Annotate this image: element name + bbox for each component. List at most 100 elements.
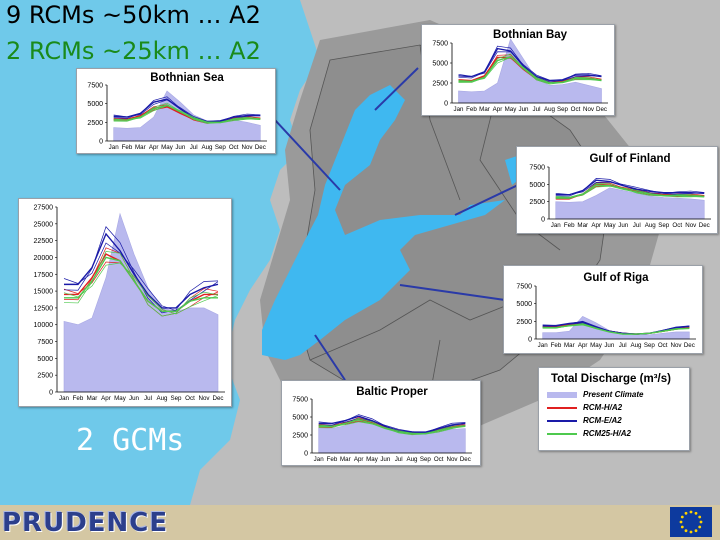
x-tick-label: Jan	[454, 106, 465, 113]
x-tick-label: Jan	[538, 342, 549, 349]
chart-bothnian-sea: Bothnian Sea 7500 5000 2500 0 Jan Feb Mar Apr May…	[87, 72, 267, 151]
x-tick-label: Apr	[149, 144, 159, 151]
x-tick-label: Jun	[519, 106, 530, 113]
y-tick-label: 2500	[529, 199, 545, 206]
chart-gulf-of-finland: Gulf of Finland 7500 5000 2500 0 Jan Feb Mar Apr…	[529, 153, 711, 229]
x-tick-label: May	[604, 222, 617, 229]
x-tick-label: Oct	[672, 222, 682, 229]
legend-item: RCM-E/A2	[539, 415, 689, 426]
x-tick-label: Apr	[493, 106, 503, 113]
y-tick-label: 27500	[34, 205, 54, 212]
x-tick-label: Dec	[212, 395, 223, 402]
x-tick-label: Aug	[406, 456, 418, 463]
series-line-rcm-e-a2	[318, 414, 466, 434]
x-tick-label: Feb	[327, 456, 338, 463]
connector-bothnian-sea	[274, 119, 341, 191]
y-tick-label: 5000	[292, 415, 308, 422]
y-tick-label: 7500	[292, 397, 308, 404]
x-tick-label: Dec	[596, 106, 607, 113]
x-tick-label: Jul	[144, 395, 152, 402]
series-line-rcm-e-a2	[64, 232, 219, 309]
y-tick-label: 0	[304, 451, 308, 458]
x-tick-label: Aug	[201, 144, 213, 151]
y-tick-label: 7500	[37, 339, 53, 346]
x-tick-label: Jun	[129, 395, 140, 402]
chart-title: Bothnian Sea	[150, 72, 224, 84]
footer-bar	[0, 505, 720, 540]
y-tick-label: 0	[541, 217, 545, 224]
y-tick-label: 5000	[529, 182, 545, 189]
x-tick-label: Dec	[684, 342, 695, 349]
x-tick-label: Nov	[685, 222, 697, 229]
x-tick-label: Jul	[633, 222, 641, 229]
series-line-rcm25-h-a2	[318, 421, 466, 435]
y-tick-label: 25000	[34, 221, 54, 228]
x-tick-label: Nov	[198, 395, 210, 402]
y-tick-label: 7500	[529, 165, 545, 172]
x-tick-label: Mar	[340, 456, 351, 463]
series-line-rcm-h-a2	[113, 104, 261, 124]
x-tick-label: Nov	[670, 342, 682, 349]
x-tick-label: Oct	[658, 342, 668, 349]
x-tick-label: Feb	[466, 106, 477, 113]
y-tick-label: 20000	[34, 255, 54, 262]
y-tick-label: 2500	[37, 373, 53, 380]
x-tick-label: Jul	[190, 144, 198, 151]
series-line-rcm25-h-a2	[458, 53, 602, 85]
x-tick-label: Sep	[215, 144, 227, 151]
x-tick-label: Sep	[658, 222, 670, 229]
y-tick-label: 0	[99, 139, 103, 146]
x-tick-label: Jun	[618, 222, 629, 229]
legend: Total Discharge (m³/s) Present Climate R…	[538, 367, 690, 451]
x-tick-label: Feb	[551, 342, 562, 349]
x-tick-label: Dec	[460, 456, 471, 463]
chart-total-baltic: Total Baltic SeaDrainage Basin2750025000…	[34, 205, 225, 402]
x-tick-label: May	[161, 144, 174, 151]
x-tick-label: Mar	[87, 395, 98, 402]
legend-swatch	[547, 433, 577, 435]
x-tick-label: Jan	[59, 395, 70, 402]
series-line-rcm25-h-a2	[458, 56, 602, 84]
baltic-sea-water	[262, 85, 505, 360]
x-tick-label: Jul	[619, 342, 627, 349]
x-tick-label: Apr	[354, 456, 364, 463]
x-tick-label: Mar	[479, 106, 490, 113]
series-line-rcm-e-a2	[63, 226, 219, 314]
panel-baltic-proper: Baltic Proper 7500 5000 2500 0 Jan Feb Mar Apr Ma…	[281, 380, 481, 466]
connector-gulf-of-riga	[399, 284, 506, 301]
series-line-rcm25-h-a2	[542, 324, 690, 335]
legend-label: RCM-E/A2	[583, 416, 622, 425]
panel-connectors	[274, 67, 519, 381]
x-tick-label: Aug	[156, 395, 168, 402]
x-tick-label: Apr	[591, 222, 601, 229]
country-borders	[304, 44, 561, 396]
chart-title: Bothnian Bay	[493, 29, 568, 41]
series-present-climate-area	[63, 212, 219, 393]
panel-bothnian-sea: Bothnian Sea 7500 5000 2500 0 Jan Feb Mar Apr May…	[76, 68, 276, 154]
eu-stars-icon	[679, 510, 703, 534]
series-line-rcm-e-a2	[458, 51, 602, 81]
x-tick-label: Oct	[185, 395, 195, 402]
y-tick-label: 7500	[87, 83, 103, 90]
x-tick-label: Sep	[170, 395, 182, 402]
x-tick-label: Jan	[551, 222, 562, 229]
connector-bothnian-bay	[374, 67, 419, 111]
series-line-rcm-e-a2	[555, 178, 705, 197]
x-tick-label: Aug	[645, 222, 657, 229]
x-tick-label: Jan	[109, 144, 120, 151]
legend-swatch	[547, 392, 577, 398]
x-tick-label: Feb	[122, 144, 133, 151]
x-tick-label: May	[505, 106, 518, 113]
y-tick-label: 2500	[292, 433, 308, 440]
x-tick-label: Dec	[255, 144, 266, 151]
y-tick-label: 7500	[432, 41, 448, 48]
legend-item: RCM25-H/A2	[539, 428, 689, 439]
y-tick-label: 2500	[432, 81, 448, 88]
series-present-climate-area	[318, 417, 466, 454]
prudence-logo: PRUDENCE	[2, 508, 169, 538]
legend-label: RCM-H/A2	[583, 403, 623, 412]
y-tick-label: 0	[49, 390, 53, 397]
x-tick-label: Jan	[314, 456, 325, 463]
series-line-rcm-e-a2	[113, 96, 261, 124]
series-line-rcm25-h-a2	[113, 105, 261, 124]
